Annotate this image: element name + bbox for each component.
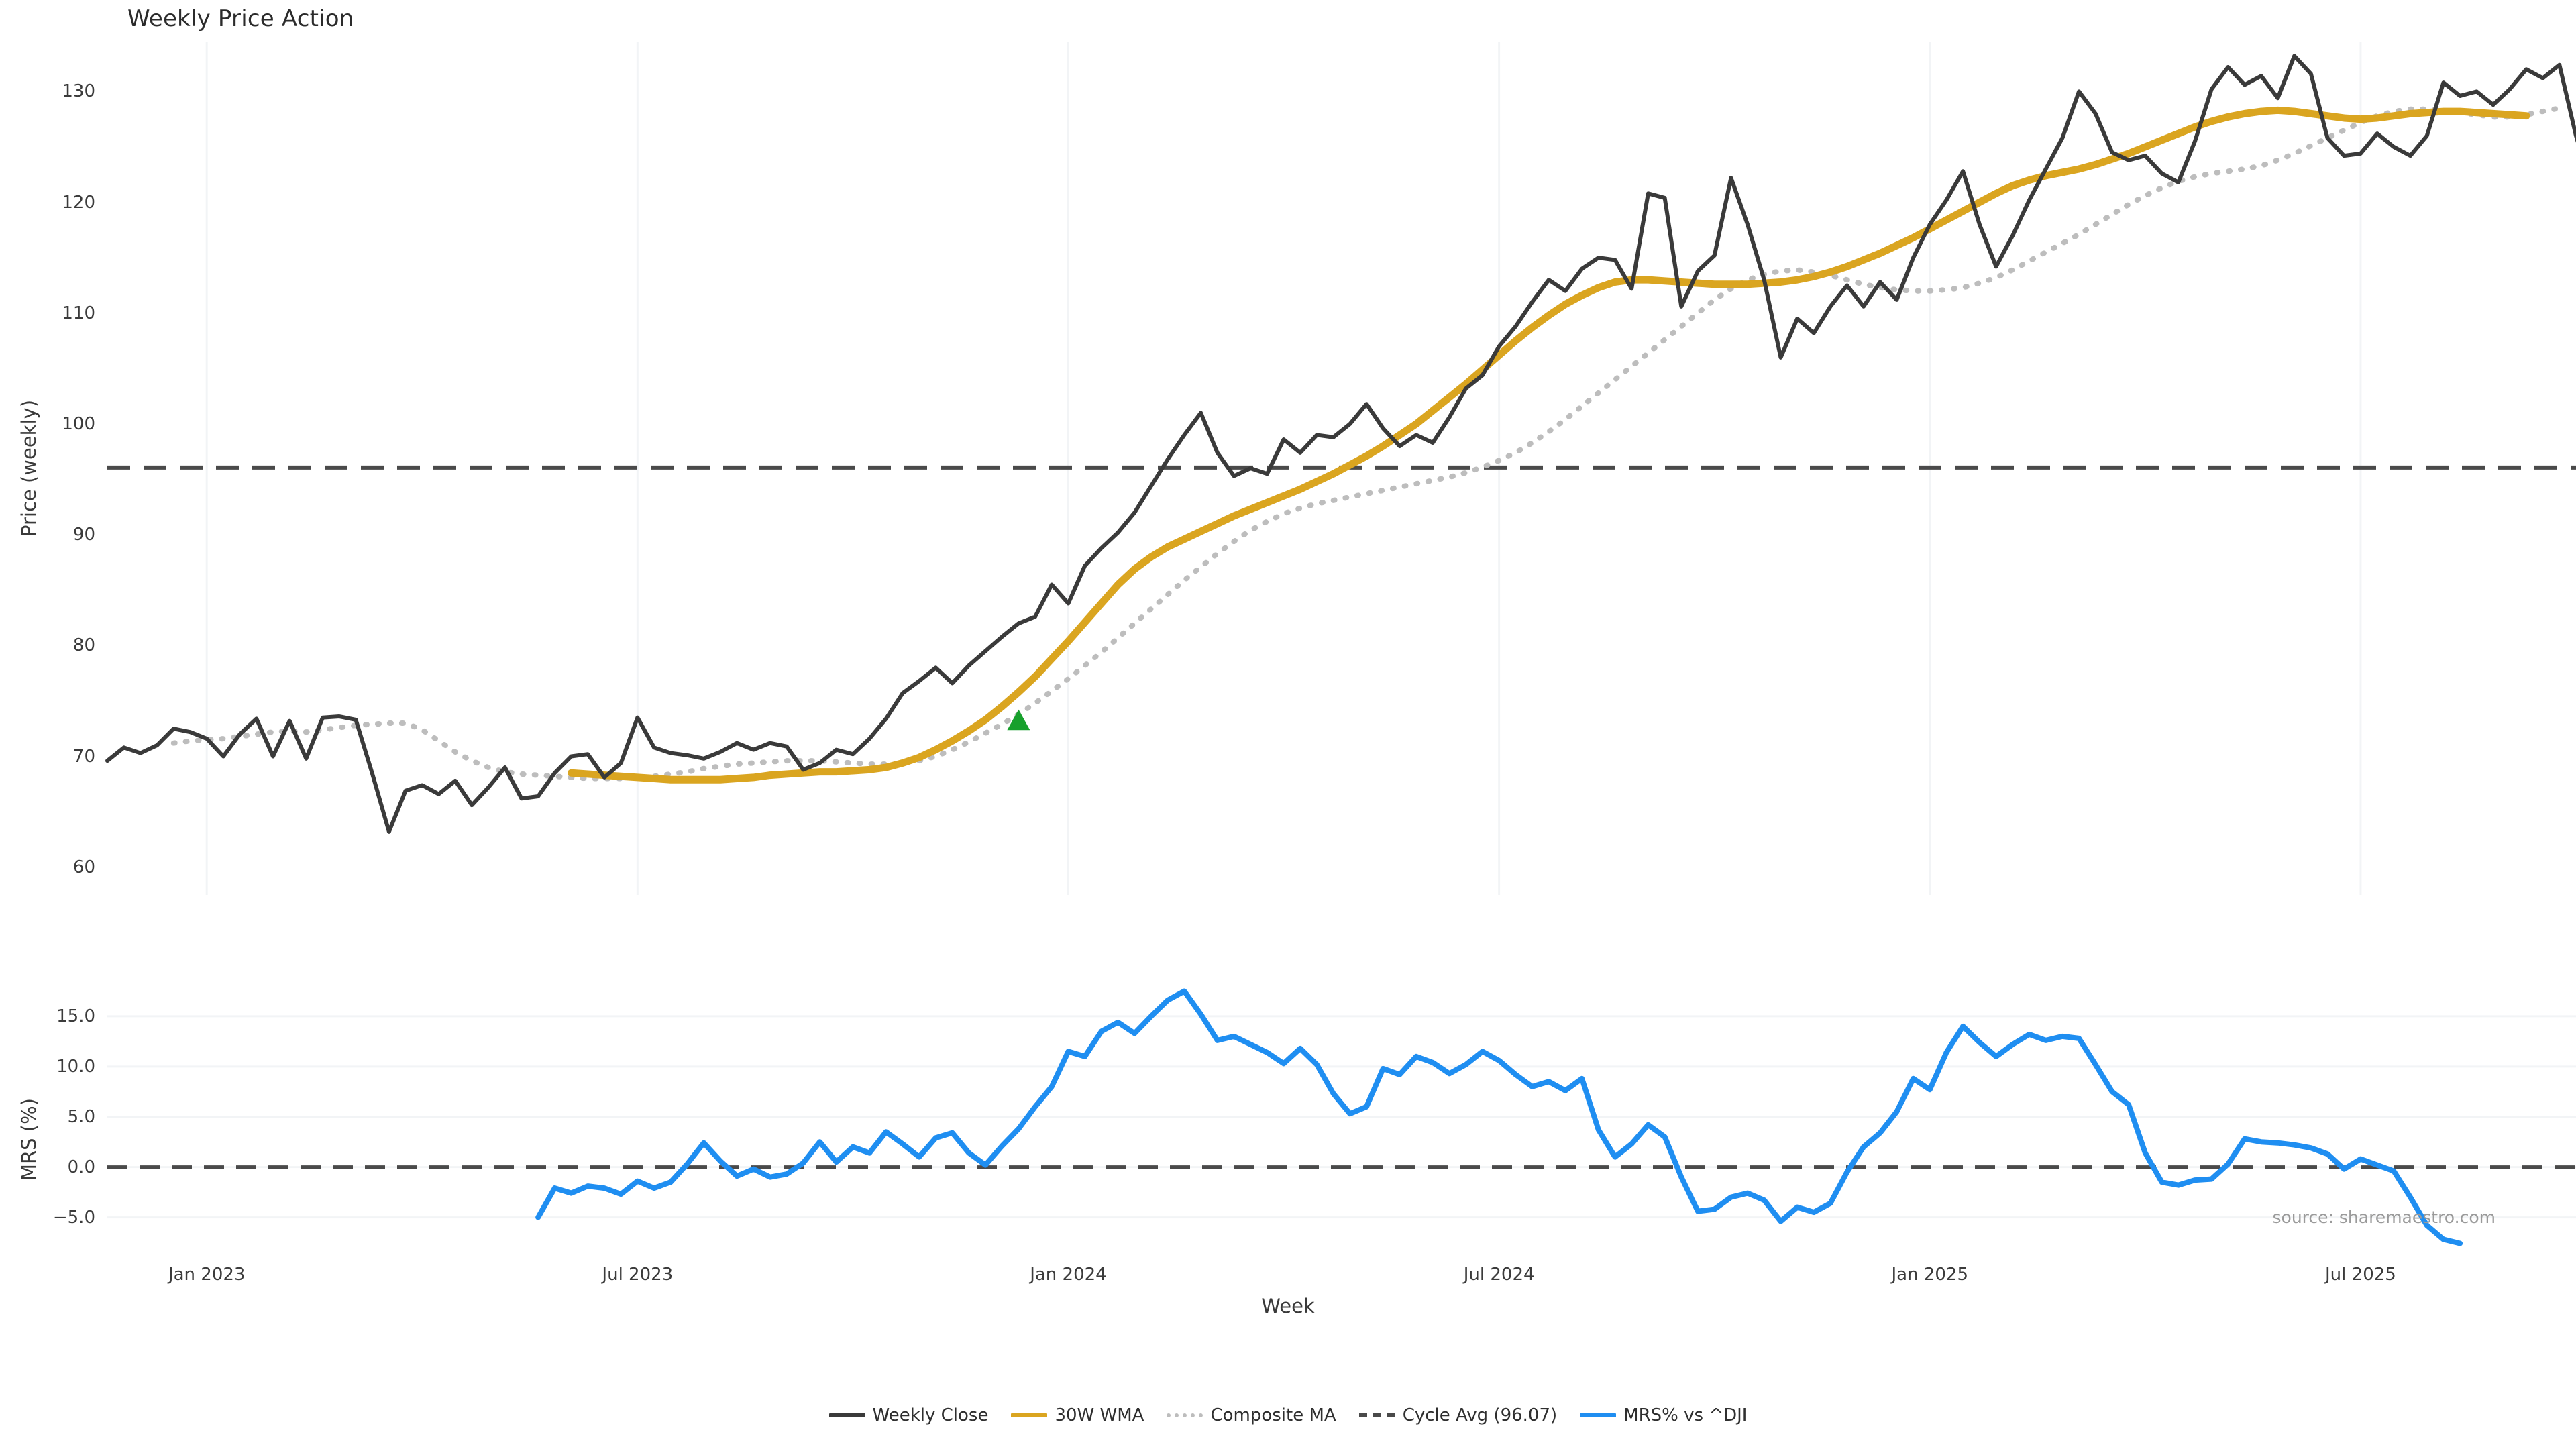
legend-label-cycle-avg: Cycle Avg (96.07) [1402,1405,1558,1426]
legend-item-wma-30w[interactable]: 30W WMA [1011,1405,1144,1426]
mrs-y-tick-2: 5.0 [67,1106,95,1127]
series-weekly-close [105,54,2576,834]
price-y-tick-6: 70 [72,746,95,767]
mrs-plot-area [107,976,2576,1252]
x-tick-0: Jan 2023 [168,1265,246,1285]
legend-label-wma-30w: 30W WMA [1055,1405,1144,1426]
x-tick-3: Jul 2024 [1463,1265,1535,1285]
legend-item-mrs-dji[interactable]: MRS% vs ^DJI [1580,1405,1747,1426]
mrs-y-tick-4: −5.0 [52,1207,95,1228]
price-y-tick-7: 60 [72,857,95,877]
price-plot-area [105,42,2576,895]
price-y-tick-3: 100 [62,413,95,434]
x-tick-2: Jan 2024 [1030,1265,1107,1285]
legend-label-weekly-close: Weekly Close [872,1405,989,1426]
x-tick-1: Jul 2023 [602,1265,674,1285]
price-y-tick-1: 120 [62,192,95,213]
legend-item-cycle-avg[interactable]: Cycle Avg (96.07) [1358,1405,1558,1426]
x-tick-4: Jan 2025 [1891,1265,1969,1285]
chart-legend: Weekly Close 30W WMA Composite MA Cycle Avg… [0,1405,2576,1426]
price-y-tick-5: 80 [72,635,95,656]
price-y-tick-2: 110 [62,303,95,323]
series-composite-ma [170,105,2563,782]
page-title: Weekly Price Action [127,5,354,32]
mrs-y-tick-1: 10.0 [56,1056,95,1077]
x-axis-label: Week [1261,1295,1315,1318]
mrs-y-tick-0: 15.0 [56,1006,95,1026]
price-y-tick-0: 130 [62,81,95,102]
x-tick-5: Jul 2025 [2325,1265,2396,1285]
mrs-y-tick-3: 0.0 [67,1157,95,1177]
buy-signal-marker-icon [1007,709,1030,731]
legend-item-weekly-close[interactable]: Weekly Close [828,1405,989,1426]
legend-label-composite-ma: Composite MA [1210,1405,1336,1426]
series-mrs-vs-dji [535,988,2463,1246]
legend-label-mrs-dji: MRS% vs ^DJI [1623,1405,1748,1426]
legend-item-composite-ma[interactable]: Composite MA [1167,1405,1336,1426]
price-y-tick-4: 90 [72,525,95,545]
series-30w-wma [568,106,2530,784]
source-watermark: source: sharemaestro.com [2272,1208,2496,1227]
